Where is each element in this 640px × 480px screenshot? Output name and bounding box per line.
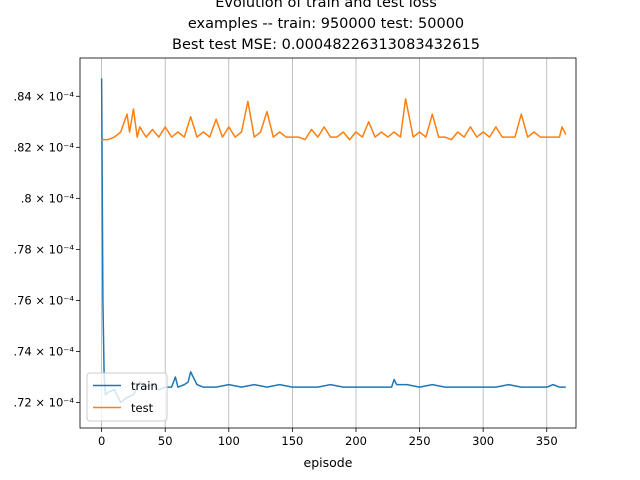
- plot-frame: [79, 57, 577, 429]
- x-tick-label: 250: [409, 434, 431, 448]
- x-axis-label: episode: [304, 455, 353, 470]
- y-tick-label: .76 × 10⁻⁴: [13, 293, 74, 307]
- y-tick-label: .8 × 10⁻⁴: [21, 191, 75, 205]
- x-tick-label: 0: [98, 434, 105, 448]
- y-axis-ticks: .72 × 10⁻⁴ .74 × 10⁻⁴ .76 × 10⁻⁴ .78 × 10⁻⁴…: [13, 89, 80, 409]
- y-tick-label: .78 × 10⁻⁴: [13, 242, 74, 256]
- legend-label-test: test: [131, 401, 154, 415]
- y-tick-label: .82 × 10⁻⁴: [13, 140, 74, 154]
- legend: train test: [86, 372, 168, 422]
- x-tick-label: 200: [345, 434, 367, 448]
- y-tick-label: .74 × 10⁻⁴: [13, 344, 74, 358]
- chart-subtitle: examples -- train: 950000 test: 50000: [188, 16, 464, 32]
- chart-title: Evolution of train and test loss: [215, 0, 437, 11]
- x-tick-label: 300: [472, 434, 494, 448]
- x-tick-label: 150: [281, 434, 303, 448]
- y-tick-label: .72 × 10⁻⁴: [13, 395, 74, 409]
- x-axis-ticks: 0 50 100 150 200 250 300 350: [98, 428, 558, 448]
- legend-label-train: train: [131, 379, 158, 393]
- x-tick-label: 100: [218, 434, 240, 448]
- chart-best-mse: Best test MSE: 0.00048226313083432615: [172, 37, 480, 53]
- x-tick-label: 350: [536, 434, 558, 448]
- series-line-test: [101, 98, 567, 141]
- x-tick-label: 50: [158, 434, 173, 448]
- y-tick-label: .84 × 10⁻⁴: [13, 89, 74, 103]
